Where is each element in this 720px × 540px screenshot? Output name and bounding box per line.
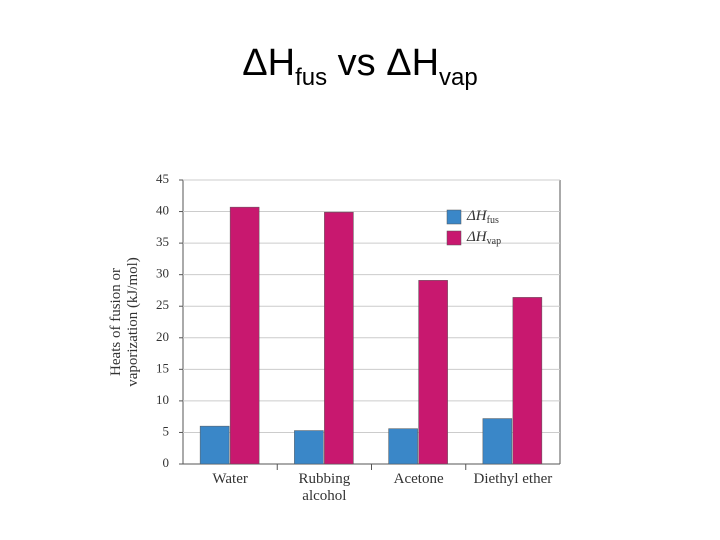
y-tick-label: 35 <box>156 234 169 249</box>
legend-swatch <box>446 230 462 246</box>
y-tick-label: 5 <box>163 423 170 438</box>
y-tick-label: 25 <box>156 297 169 312</box>
y-tick-label: 40 <box>156 203 169 218</box>
y-tick-label: 0 <box>163 455 170 470</box>
legend-label: ΔHvap <box>466 229 501 247</box>
x-tick-label: Rubbing alcohol <box>298 471 351 504</box>
legend-label-main: ΔH <box>466 229 488 245</box>
title-part: ΔH <box>242 42 296 84</box>
y-axis-label-line: Heats of fusion or <box>108 268 124 376</box>
legend-label-main: ΔH <box>466 208 488 224</box>
bar <box>294 430 324 465</box>
bar <box>482 418 513 465</box>
legend-label: ΔHfus <box>466 208 499 226</box>
x-tick-label: Diethyl ether <box>473 471 553 487</box>
y-tick-label: 10 <box>156 392 169 407</box>
legend-label-sub: fus <box>487 215 499 226</box>
title-part: vap <box>439 64 478 91</box>
bar <box>512 297 543 465</box>
title-part: fus <box>295 64 328 91</box>
y-tick-label: 20 <box>156 329 169 344</box>
chart-title: ΔHfus vs ΔHvap <box>0 42 720 92</box>
y-tick-label: 30 <box>156 266 169 281</box>
y-axis-label-line: vaporization (kJ/mol) <box>125 257 141 387</box>
y-tick-label: 15 <box>156 360 169 375</box>
bar <box>418 280 448 465</box>
bar <box>388 428 418 465</box>
bar <box>199 425 230 465</box>
bar <box>229 206 260 465</box>
x-tick-label: Water <box>212 471 248 487</box>
y-tick-label: 45 <box>156 171 169 186</box>
y-axis-label: Heats of fusion orvaporization (kJ/mol) <box>108 257 141 387</box>
title-part: vs ΔH <box>327 42 440 84</box>
legend-swatch <box>446 209 462 225</box>
legend-label-sub: vap <box>487 236 501 247</box>
x-tick-label: Acetone <box>393 471 444 487</box>
bar <box>324 211 354 465</box>
